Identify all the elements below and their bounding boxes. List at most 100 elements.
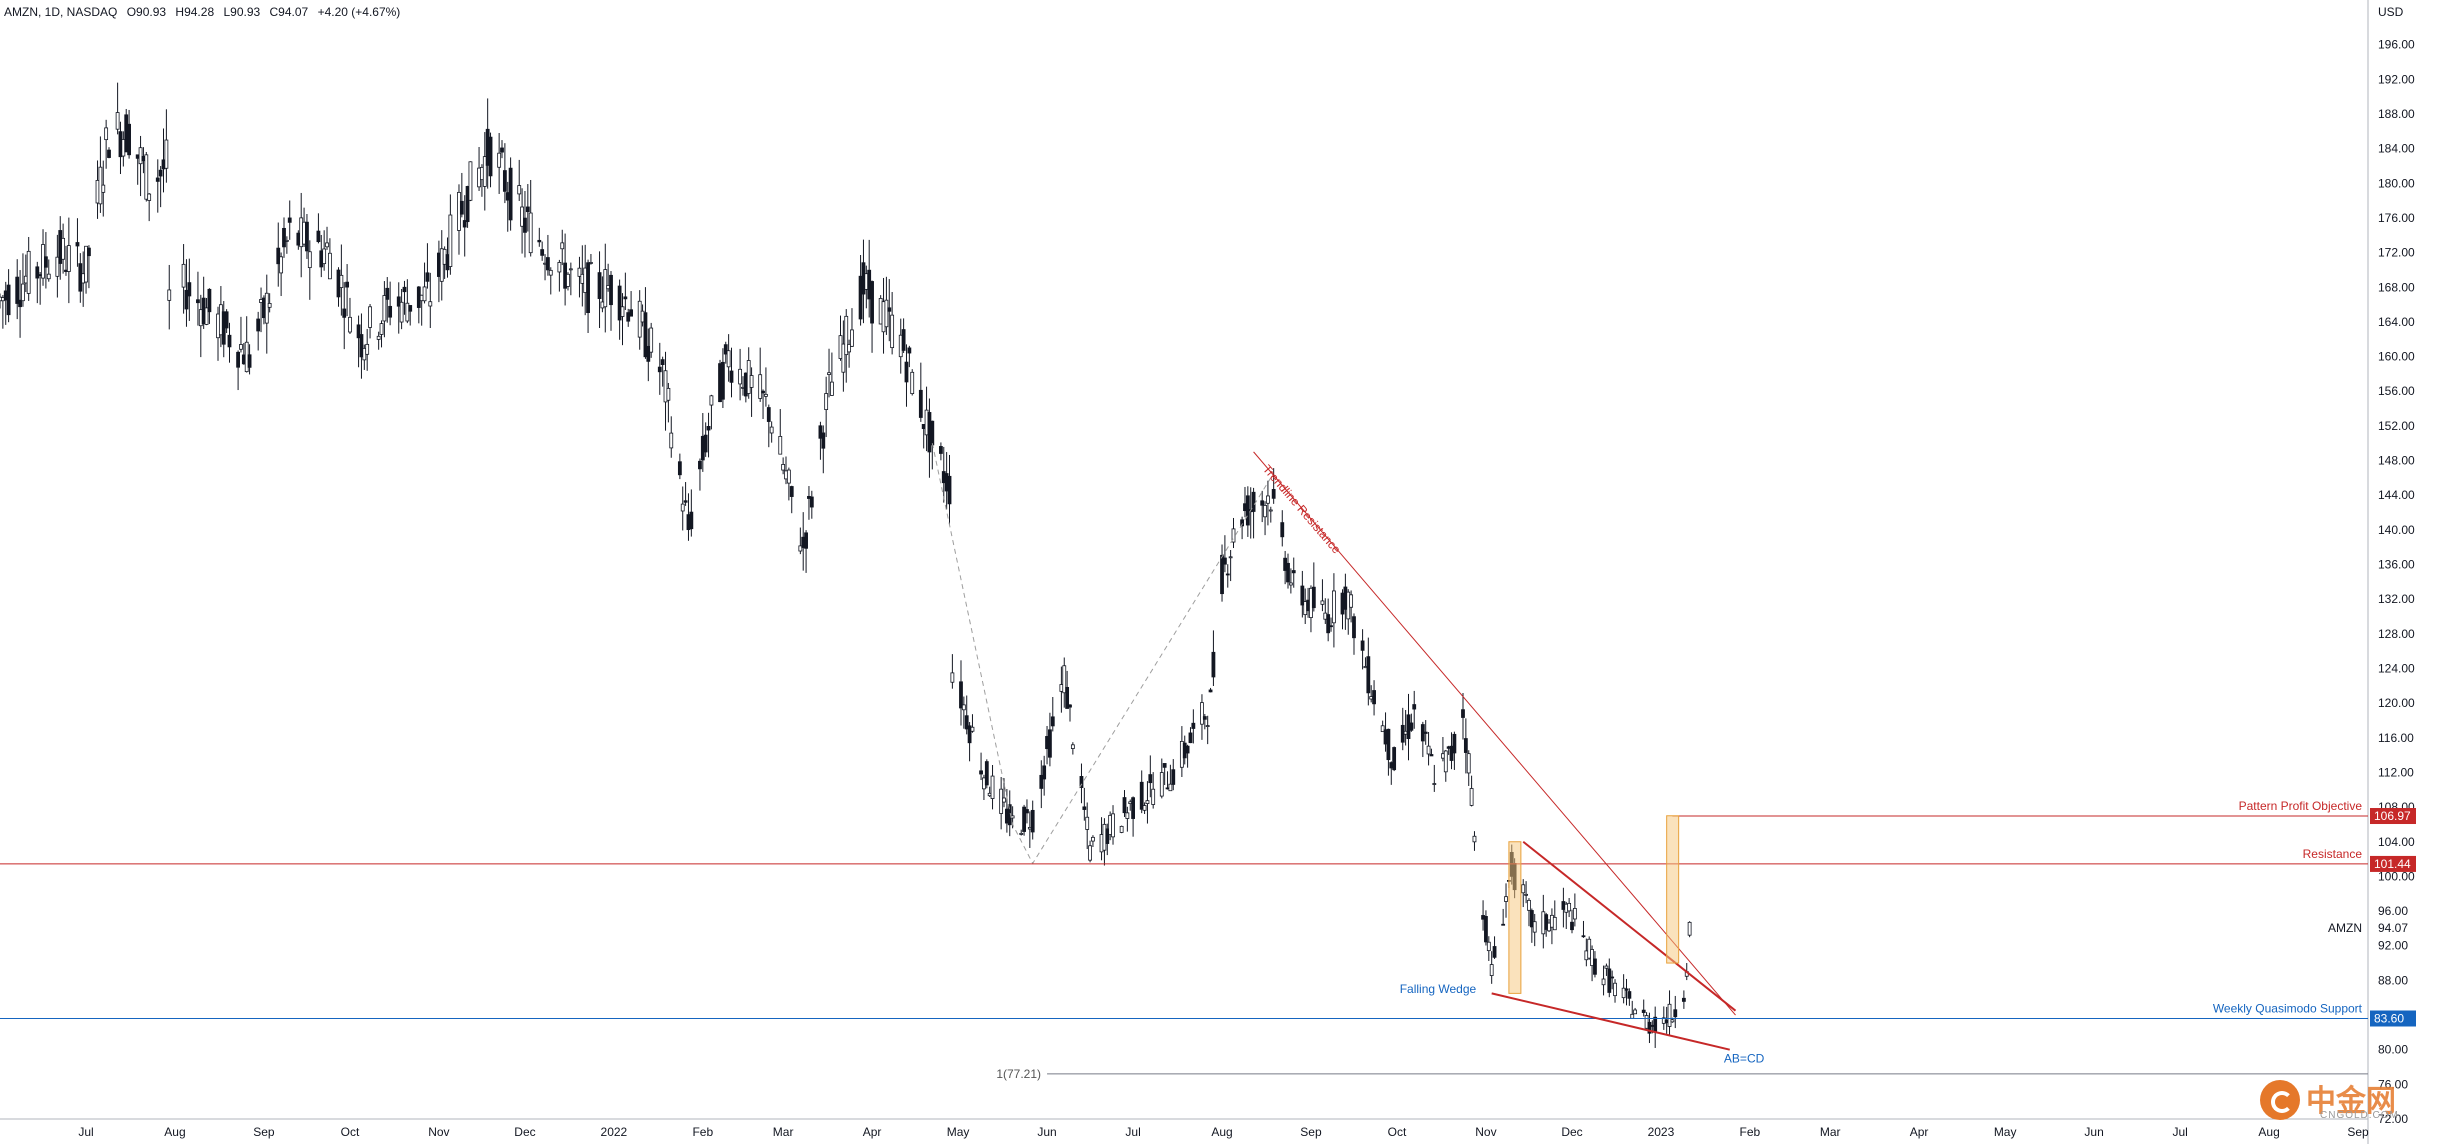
candle-body	[307, 251, 312, 269]
candle-body	[1220, 554, 1224, 595]
candle-body	[1412, 704, 1417, 710]
candle-body	[930, 420, 935, 446]
candle-body	[115, 112, 120, 130]
candle-body	[422, 286, 427, 302]
candle-body	[502, 170, 507, 192]
candle-body	[1372, 690, 1376, 705]
y-tick-label: 104.00	[2378, 835, 2415, 849]
y-tick-label: 148.00	[2378, 454, 2415, 468]
symbol-header: AMZN, 1D, NASDAQ O90.93 H94.28 L90.93 C9…	[4, 5, 406, 19]
candle-body	[196, 299, 200, 304]
candle-body	[356, 324, 361, 339]
candle-body	[1360, 640, 1365, 651]
candle-body	[508, 167, 513, 221]
y-tick-label: 160.00	[2378, 350, 2415, 364]
candle-body	[597, 272, 602, 299]
candle-body	[1002, 797, 1006, 803]
candle-body	[1231, 528, 1236, 543]
candle-body	[428, 301, 433, 307]
candle-body	[1263, 504, 1267, 518]
candle-body	[279, 256, 284, 274]
candle-body	[46, 273, 51, 280]
candle-body	[1082, 806, 1087, 810]
price-line-label: Resistance	[2303, 847, 2363, 861]
candle-body	[167, 289, 172, 301]
candle-body	[224, 311, 229, 329]
candle-body	[1205, 725, 1210, 727]
candle-body	[841, 343, 846, 373]
candle-body	[649, 327, 654, 353]
candle-body	[147, 193, 152, 201]
candle-body	[388, 305, 393, 318]
candle-body	[758, 374, 763, 399]
x-tick-label: Oct	[1388, 1125, 1407, 1139]
candle-body	[1202, 716, 1207, 720]
candle-body	[738, 368, 743, 385]
candle-body	[1601, 978, 1606, 986]
candle-body	[1022, 806, 1026, 832]
last-price-tag: 94.07	[2378, 921, 2408, 935]
candle-body	[1681, 997, 1686, 1002]
x-tick-label: Dec	[1561, 1125, 1582, 1139]
price-tag	[2370, 808, 2416, 825]
pattern-highlight-box	[1508, 841, 1522, 994]
candle-body	[1521, 884, 1526, 894]
candle-body	[663, 370, 668, 403]
candle-body	[18, 299, 22, 308]
candle-body	[1019, 832, 1024, 835]
candle-body	[560, 242, 565, 250]
candle-body	[1266, 495, 1270, 504]
candle-body	[749, 375, 754, 388]
candle-body	[66, 245, 71, 272]
candle-body	[1271, 488, 1276, 499]
y-tick-label: 72.00	[2378, 1112, 2408, 1126]
candle-body	[1291, 570, 1296, 574]
candle-body	[184, 289, 189, 310]
candle-body	[101, 184, 106, 193]
candle-body	[1386, 728, 1391, 761]
y-tick-label: 176.00	[2378, 211, 2415, 225]
candle-body	[904, 361, 909, 383]
candle-body	[947, 475, 952, 505]
candle-body	[482, 156, 487, 187]
candle-body	[609, 274, 613, 306]
candle-body	[1590, 949, 1594, 967]
candle-body	[1300, 585, 1305, 606]
y-tick-label: 136.00	[2378, 558, 2415, 572]
candle-body	[402, 286, 407, 293]
candle-body	[127, 123, 131, 156]
candle-body	[1288, 582, 1293, 586]
symbol-label[interactable]: AMZN, 1D, NASDAQ	[4, 5, 118, 19]
candle-body	[827, 372, 831, 375]
candle-body	[1088, 845, 1092, 861]
candle-body	[1463, 738, 1468, 753]
candle-body	[1122, 797, 1127, 814]
candle-body	[227, 334, 232, 348]
candle-body	[646, 345, 651, 362]
candle-body	[824, 393, 829, 410]
candle-body	[1188, 732, 1193, 744]
y-tick-label: 76.00	[2378, 1077, 2408, 1091]
y-tick-label: 96.00	[2378, 904, 2408, 918]
candle-body	[990, 775, 995, 799]
candle-body	[1489, 964, 1494, 976]
candle-body	[1641, 1009, 1646, 1013]
candle-body	[964, 715, 969, 730]
wedge-lower-line	[1491, 992, 1731, 1051]
candle-body	[950, 672, 955, 683]
candle-body	[1320, 600, 1325, 605]
candle-body	[1240, 519, 1245, 527]
price-line-label: Pattern Profit Objective	[2239, 799, 2363, 813]
candle-body	[6, 284, 11, 316]
candle-body	[1168, 783, 1173, 792]
x-tick-label: Jun	[2084, 1125, 2103, 1139]
wedge-upper-line	[1522, 840, 1737, 1012]
candle-body	[155, 177, 160, 182]
y-tick-label: 172.00	[2378, 246, 2415, 260]
candle-body	[720, 361, 725, 400]
candle-body	[1409, 722, 1414, 731]
candle-body	[769, 426, 774, 434]
y-tick-label: 120.00	[2378, 696, 2415, 710]
